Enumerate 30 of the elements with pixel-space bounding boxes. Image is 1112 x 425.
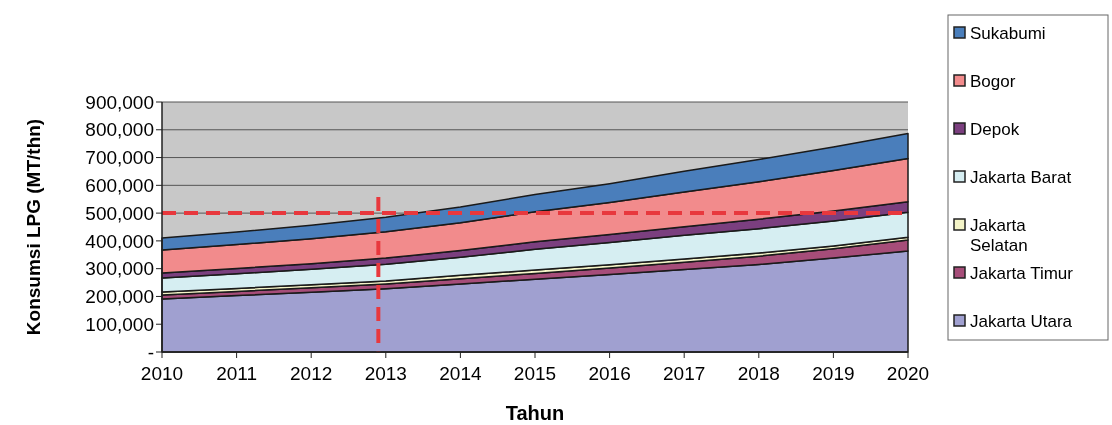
y-tick-label: 100,000 xyxy=(85,313,154,335)
y-axis-title: Konsumsi LPG (MT/thn) xyxy=(23,118,44,336)
x-tick-label: 2014 xyxy=(439,363,482,384)
legend-label: Jakarta Utara xyxy=(970,311,1073,331)
y-tick-label: 800,000 xyxy=(85,119,154,141)
legend-label: Jakarta Timur xyxy=(970,263,1074,283)
legend-label: Jakarta Selatan xyxy=(970,215,1028,256)
x-tick-label: 2013 xyxy=(364,363,407,384)
y-tick-label: 200,000 xyxy=(85,286,154,308)
legend-label: Sukabumi xyxy=(970,23,1046,43)
y-tick-label: 700,000 xyxy=(85,147,154,169)
x-axis-title: Tahun xyxy=(505,402,565,424)
x-tick-label: 2016 xyxy=(588,363,631,384)
y-tick-label: 900,000 xyxy=(85,91,154,113)
x-tick-label: 2018 xyxy=(737,363,780,384)
y-tick-label: 600,000 xyxy=(85,174,154,196)
y-tick-label: 400,000 xyxy=(85,230,154,252)
y-tick-label: 300,000 xyxy=(85,258,154,280)
x-tick-label: 2011 xyxy=(216,363,258,384)
y-tick-label: - xyxy=(147,341,154,363)
y-tick-label: 500,000 xyxy=(85,202,154,224)
x-tick-label: 2019 xyxy=(812,363,855,384)
x-tick-label: 2017 xyxy=(663,363,706,384)
legend-label: Bogor xyxy=(970,71,1016,91)
legend-label: Jakarta Barat xyxy=(970,167,1072,187)
x-tick-label: 2010 xyxy=(140,363,184,384)
x-tick-label: 2012 xyxy=(290,363,333,384)
x-tick-label: 2015 xyxy=(513,363,557,384)
legend-label: Depok xyxy=(970,119,1020,139)
x-tick-label: 2020 xyxy=(886,363,930,384)
